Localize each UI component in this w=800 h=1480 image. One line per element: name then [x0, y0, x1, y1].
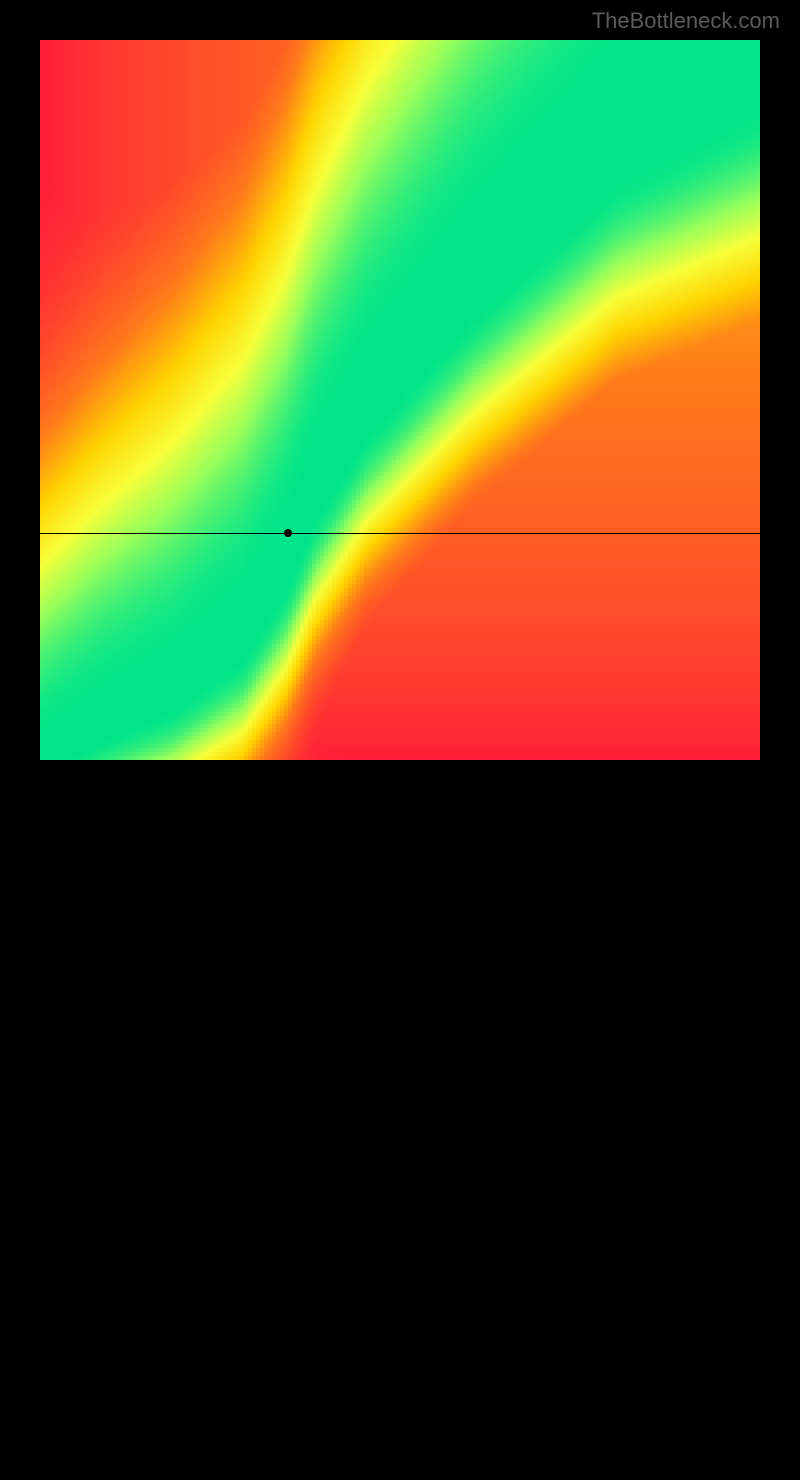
plot-area: [40, 40, 760, 760]
heatmap-canvas: [40, 40, 760, 760]
marker-dot: [284, 529, 292, 537]
crosshair-vertical: [288, 760, 289, 1480]
crosshair-horizontal: [40, 533, 760, 534]
watermark-text: TheBottleneck.com: [592, 8, 780, 34]
chart-container: TheBottleneck.com: [0, 0, 800, 800]
